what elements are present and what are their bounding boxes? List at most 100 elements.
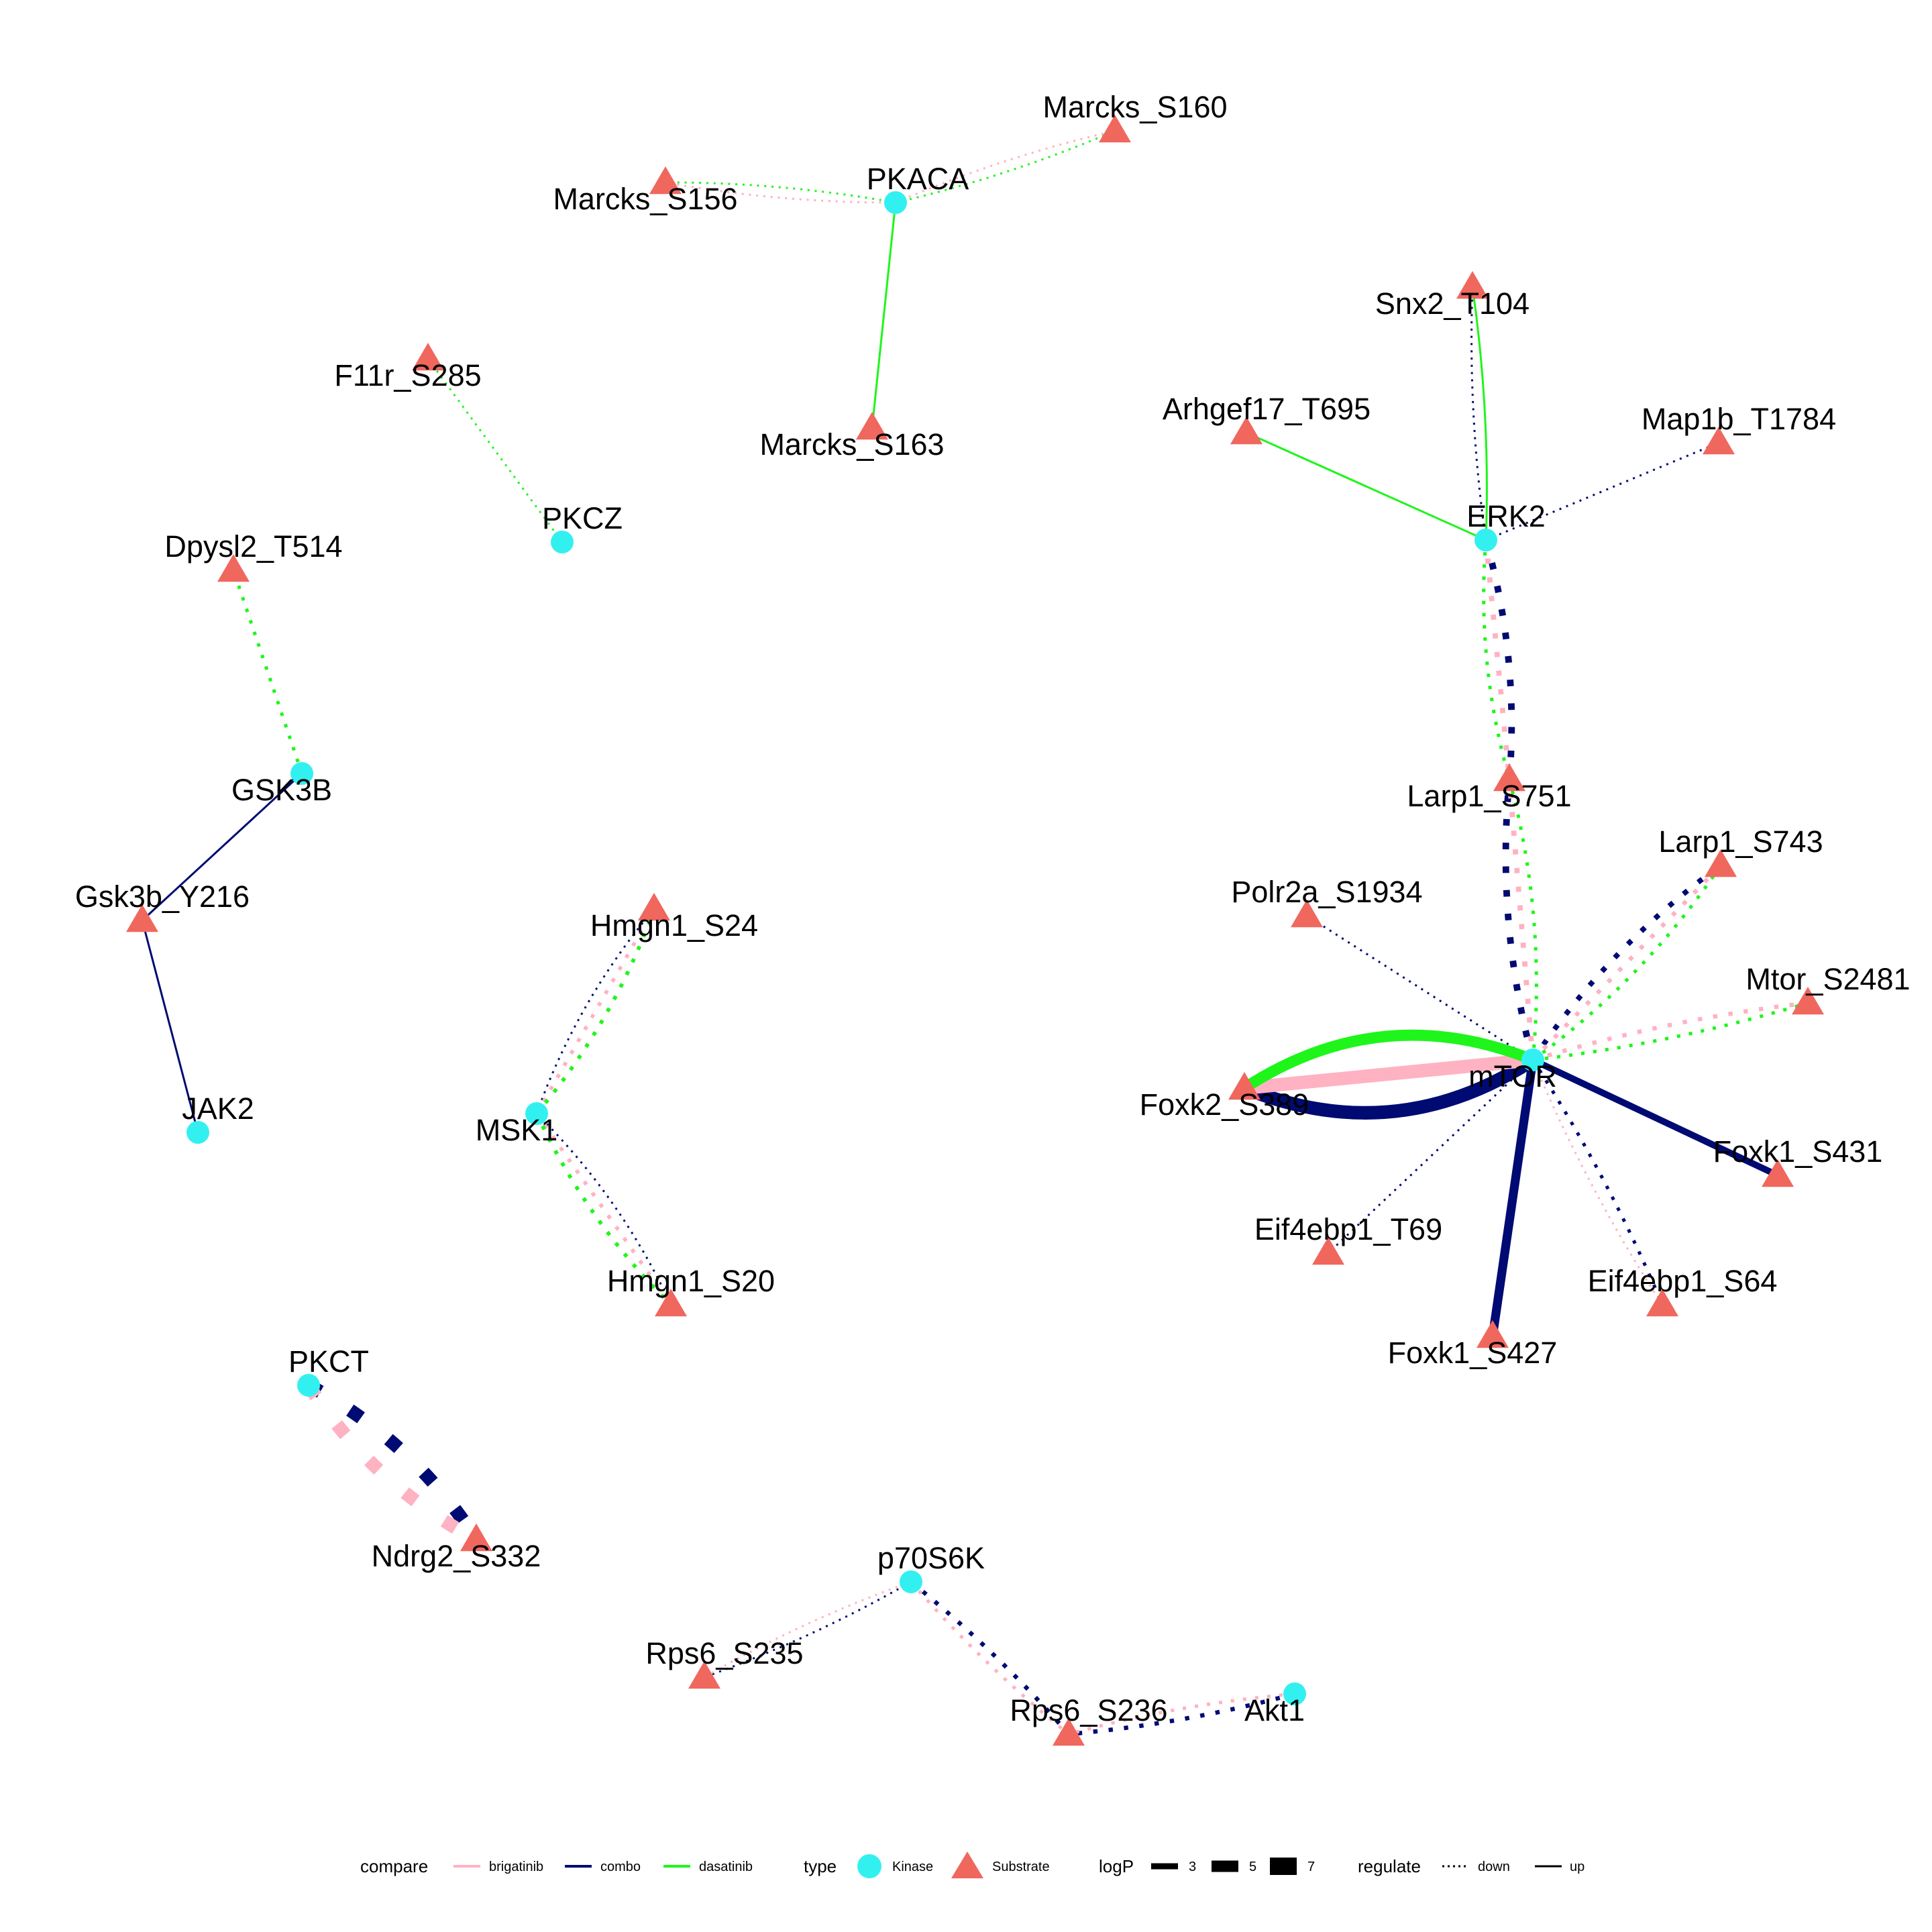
kinase-node-erk2[interactable] [1474,529,1497,551]
edge-layer [141,129,1809,1737]
legend-label-up: up [1570,1860,1585,1874]
kinase-node-p70s6k[interactable] [900,1570,922,1593]
edge-mtor-mtor_s2481-dasatinib [1532,1001,1809,1062]
substrate-node-foxk1_s427[interactable] [1477,1320,1509,1348]
node-label-larp1_s743: Larp1_S743 [1658,824,1823,859]
substrate-node-rps6_s236[interactable] [1053,1718,1085,1746]
node-label-marcks_s160: Marcks_S160 [1042,90,1227,124]
node-label-foxk1_s431: Foxk1_S431 [1713,1134,1883,1169]
node-label-foxk2_s389: Foxk2_S389 [1140,1087,1309,1122]
node-label-gsk3b: GSK3B [231,773,332,807]
edge-erk2-larp1_s751-dasatinib [1482,539,1511,780]
legend-label-logp-5: 5 [1249,1860,1256,1874]
legend-regulate: regulate down up [1358,1856,1585,1876]
edge-erk2-larp1_s751-combo [1483,539,1515,780]
edge-mtor-foxk2_s389-combo [1242,1054,1537,1120]
node-label-arhgef17_t695: Arhgef17_T695 [1163,392,1371,426]
substrate-node-gsk3b_y216[interactable] [126,904,158,932]
node-label-erk2: ERK2 [1466,499,1546,533]
kinase-node-akt1[interactable] [1283,1682,1306,1705]
node-label-marcks_s156: Marcks_S156 [553,182,737,216]
substrate-node-ndrg2_s332[interactable] [460,1523,492,1552]
edge-pkaca-marcks_s163-dasatinib [871,202,897,429]
substrate-node-marcks_s163[interactable] [856,412,888,440]
node-label-gsk3b_y216: Gsk3b_Y216 [75,879,250,914]
legend-key-substrate-icon [951,1851,983,1878]
edge-msk1-hmgn1_s20-combo [535,1112,672,1305]
substrate-node-larp1_s751[interactable] [1493,763,1525,792]
substrate-node-marcks_s156[interactable] [649,166,682,195]
legend-compare: compare brigatinib combo dasatinib [360,1856,753,1876]
node-label-mtor: mTOR [1468,1059,1557,1093]
edge-pkaca-marcks_s156-brigatinib [665,181,896,204]
node-label-rps6_s235: Rps6_S235 [645,1636,803,1670]
node-label-mtor_s2481: Mtor_S2481 [1746,962,1910,996]
kinase-node-pkcz[interactable] [551,531,574,553]
edge-p70s6k-rps6_s236-combo [909,1580,1071,1736]
substrate-node-mtor_s2481[interactable] [1792,987,1824,1015]
edge-mtor-foxk2_s389-dasatinib [1241,1029,1536,1093]
legend-regulate-title: regulate [1358,1856,1421,1876]
edge-p70s6k-rps6_s235-combo [704,1580,912,1678]
edge-mtor-foxk1_s431-combo [1531,1057,1780,1179]
substrate-node-snx2_t104[interactable] [1456,271,1489,299]
legend-type-title: type [804,1856,837,1876]
edge-mtor-eif4ebp1_t69-combo [1327,1059,1534,1254]
kinase-node-pkct[interactable] [297,1374,320,1397]
kinase-node-gsk3b[interactable] [290,762,313,785]
edge-gsk3b-gsk3b_y216-combo [141,772,303,922]
edge-pkct-ndrg2_s332-combo [305,1379,482,1544]
legend-label-logp-7: 7 [1307,1860,1315,1874]
substrate-node-hmgn1_s20[interactable] [655,1289,687,1317]
node-label-eif4ebp1_s64: Eif4ebp1_S64 [1588,1264,1778,1298]
node-label-pkaca: PKACA [867,162,969,196]
substrate-node-marcks_s160[interactable] [1099,115,1131,143]
edge-jak2-gsk3b_y216-combo [141,920,199,1133]
edge-p70s6k-rps6_s236-brigatinib [910,1580,1070,1735]
substrate-node-arhgef17_t695[interactable] [1230,417,1263,445]
substrate-node-dpysl2_t514[interactable] [217,554,250,582]
node-label-rps6_s236: Rps6_S236 [1010,1693,1167,1727]
kinase-node-msk1[interactable] [525,1102,548,1125]
node-label-marcks_s163: Marcks_S163 [759,427,944,462]
edge-erk2-larp1_s751-brigatinib [1483,539,1512,780]
legend-key-kinase-icon [857,1854,881,1878]
legend-logp-title: logP [1099,1856,1134,1876]
kinase-node-pkaca[interactable] [884,191,907,214]
substrate-node-larp1_s743[interactable] [1705,849,1737,877]
edge-mtor-larp1_s751-dasatinib [1507,779,1538,1061]
legend-label-combo: combo [600,1860,641,1874]
substrate-node-hmgn1_s24[interactable] [638,893,670,921]
edge-erk2-map1b_t1784-combo [1485,441,1719,541]
edge-mtor-polr2a_s1934-combo [1306,914,1534,1061]
kinase-node-mtor[interactable] [1521,1049,1544,1071]
edge-pkct-ndrg2_s332-brigatinib [303,1381,480,1546]
substrate-node-eif4ebp1_s64[interactable] [1646,1289,1678,1317]
substrate-node-map1b_t1784[interactable] [1703,427,1735,455]
label-layer: PKACA Marcks_S160 Marcks_S156 Marcks_S163 F1… [75,90,1911,1727]
legend: compare brigatinib combo dasatinib type … [360,1851,1585,1878]
node-label-eif4ebp1_t69: Eif4ebp1_T69 [1254,1212,1442,1246]
node-label-hmgn1_s24: Hmgn1_S24 [590,908,758,943]
legend-compare-title: compare [360,1856,428,1876]
substrate-node-foxk1_s431[interactable] [1762,1159,1794,1187]
edge-mtor-larp1_s743-combo [1530,863,1723,1062]
node-label-msk1: MSK1 [476,1113,558,1147]
substrate-node-rps6_s235[interactable] [688,1661,720,1689]
edge-p70s6k-rps6_s235-brigatinib [704,1580,912,1678]
substrate-node-polr2a_s1934[interactable] [1291,900,1323,928]
node-label-f11r_s285: F11r_S285 [334,358,481,392]
edge-msk1-hmgn1_s20-dasatinib [535,1112,673,1307]
substrate-node-f11r_s285[interactable] [412,343,444,371]
node-label-p70s6k: p70S6K [877,1541,985,1575]
substrate-node-foxk2_s389[interactable] [1228,1072,1260,1100]
substrate-node-eif4ebp1_t69[interactable] [1312,1237,1344,1265]
node-label-snx2_t104: Snx2_T104 [1375,286,1529,321]
edge-mtor-foxk1_s427-combo [1488,1059,1538,1337]
node-layer [126,115,1824,1746]
edge-mtor-larp1_s743-brigatinib [1531,863,1723,1062]
kinase-node-jak2[interactable] [186,1121,209,1144]
node-label-pkcz: PKCZ [542,501,623,535]
edge-msk1-hmgn1_s20-brigatinib [535,1112,673,1306]
